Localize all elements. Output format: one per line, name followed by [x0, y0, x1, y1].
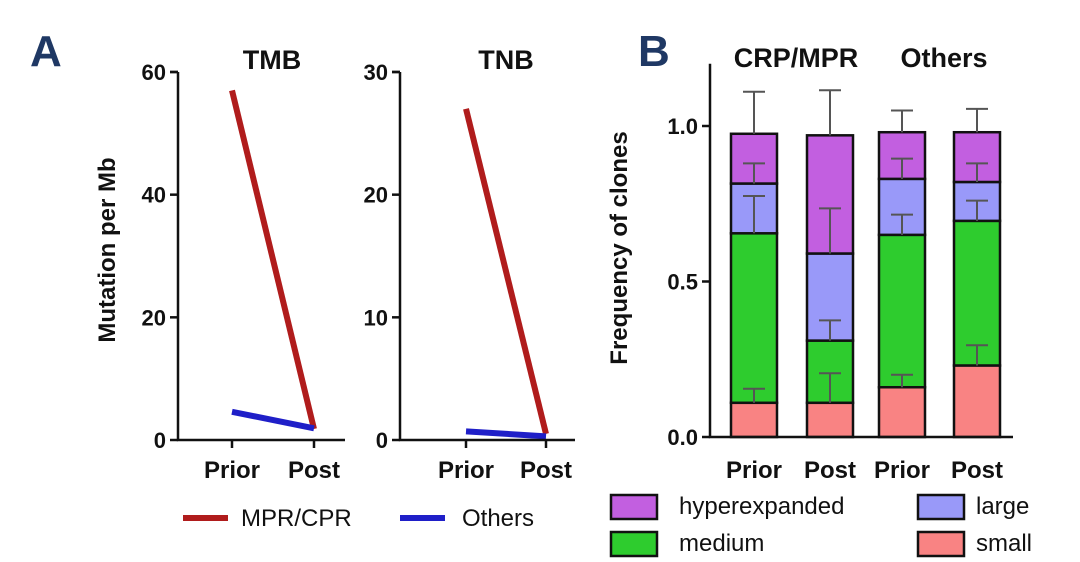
error-bar-0-hyperexpanded [743, 90, 765, 134]
chart0-ytick-label: 60 [142, 60, 166, 85]
chart1-series-line-1 [465, 428, 547, 440]
legend-label-large: large [976, 493, 1029, 520]
error-bar-0-large [743, 162, 765, 184]
legend-a: MPR/CPR Others [183, 505, 534, 532]
chart0-series-line-1 [231, 408, 315, 432]
error-bar-2-medium [891, 213, 913, 235]
clones-ytick-label: 0.5 [667, 270, 698, 295]
bar-0-medium [729, 232, 779, 405]
chart1-series-line-0 [463, 108, 549, 435]
error-bar-3-large [966, 162, 988, 182]
bar-2-small [877, 385, 927, 439]
clones-xtick-label-0: Prior [726, 457, 782, 484]
chart0-series-line-0 [229, 89, 317, 430]
clones-chart: Frequency of clones CRP/MPR Others 0.00.… [606, 43, 1032, 558]
error-bar-3-small [966, 344, 988, 366]
legend-swatch-small [916, 530, 966, 558]
legend-swatch-hyperexpanded [609, 493, 659, 521]
chart1-ytick-label: 10 [364, 305, 388, 330]
tmb-axes [170, 70, 345, 442]
tnb-chart: TNB 0 10 20 30 Prior Post [364, 45, 575, 484]
bar-3-small [952, 364, 1002, 439]
clones-xtick-label-3: Post [951, 457, 1003, 484]
clones-y-axis-label: Frequency of clones [606, 131, 633, 364]
legend-label-hyperexpanded: hyperexpanded [679, 493, 844, 520]
error-bar-3-medium [966, 199, 988, 221]
clones-x-categories: Prior Post Prior Post [726, 457, 1003, 484]
error-bar-2-hyperexpanded [891, 109, 913, 133]
panel-a-label: A [30, 27, 62, 76]
chart0-ytick-label: 20 [142, 305, 166, 330]
bar-1-large [805, 252, 855, 342]
panel-b-label: B [638, 27, 670, 76]
chart0-xtick-label-post: Post [288, 457, 340, 484]
error-bar-1-large [819, 207, 841, 254]
error-bar-1-small [819, 372, 841, 403]
tnb-y-ticks: 0 10 20 30 [364, 60, 400, 453]
bar-3-medium [952, 219, 1002, 367]
legend-a-others-label: Others [462, 505, 534, 532]
clones-xtick-label-2: Prior [874, 457, 930, 484]
chart1-ytick-label: 0 [376, 428, 388, 453]
chart0-ytick-label: 0 [154, 428, 166, 453]
tmb-series-lines [229, 89, 317, 432]
group-label-others: Others [900, 43, 987, 73]
error-bar-0-small [743, 387, 765, 403]
tnb-series-lines [463, 108, 549, 440]
clones-ytick-label: 1.0 [667, 114, 698, 139]
clones-ytick-label: 0.0 [667, 425, 698, 450]
clones-xtick-label-1: Post [804, 457, 856, 484]
error-bar-0-medium [743, 194, 765, 234]
bar-0-small [729, 401, 779, 439]
clones-axes [708, 63, 1013, 439]
chart1-xtick-label-post: Post [520, 457, 572, 484]
error-bar-1-medium [819, 319, 841, 341]
tmb-y-axis-label: Mutation per Mb [94, 157, 121, 342]
tmb-y-ticks: 0 20 40 60 [142, 60, 178, 453]
chart1-xtick-label-prior: Prior [438, 457, 494, 484]
tnb-x-categories: Prior Post [438, 440, 572, 484]
legend-swatch-medium [609, 530, 659, 558]
clones-legend: hyperexpanded large medium small [609, 493, 1032, 558]
bar-1-small [805, 401, 855, 439]
legend-swatch-large [916, 493, 966, 521]
error-bar-2-small [891, 373, 913, 388]
tnb-axes [392, 70, 575, 442]
tmb-title: TMB [243, 45, 301, 75]
error-bar-2-large [891, 157, 913, 179]
chart1-ytick-label: 20 [364, 183, 388, 208]
legend-label-medium: medium [679, 530, 764, 557]
clones-y-ticks: 0.0 0.5 1.0 [667, 114, 710, 450]
chart0-xtick-label-prior: Prior [204, 457, 260, 484]
tmb-x-categories: Prior Post [204, 440, 340, 484]
tmb-chart: TMB Mutation per Mb 0 20 40 60 Prior Post [94, 45, 345, 484]
legend-a-mpr-label: MPR/CPR [241, 505, 352, 532]
legend-label-small: small [976, 530, 1032, 557]
clones-error-bars [743, 89, 988, 403]
error-bar-1-hyperexpanded [819, 89, 841, 136]
bar-2-medium [877, 233, 927, 389]
clones-bars [729, 130, 1002, 439]
chart0-ytick-label: 40 [142, 183, 166, 208]
error-bar-3-hyperexpanded [966, 107, 988, 133]
chart1-ytick-label: 30 [364, 60, 388, 85]
group-label-crp-mpr: CRP/MPR [734, 43, 859, 73]
tnb-title: TNB [478, 45, 534, 75]
